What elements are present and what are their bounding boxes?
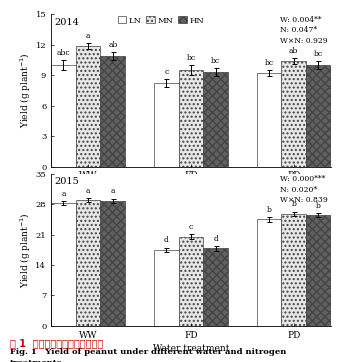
Bar	[179, 70, 203, 167]
X-axis label: Water treatment: Water treatment	[153, 344, 229, 353]
Bar	[51, 203, 76, 326]
Text: bc: bc	[211, 57, 220, 65]
Text: Fig. 1   Yield of peanut under different water and nitrogen
treatments: Fig. 1 Yield of peanut under different w…	[10, 348, 286, 362]
Text: d: d	[213, 235, 218, 243]
Text: ab: ab	[108, 41, 118, 49]
Bar	[257, 73, 281, 167]
Bar	[179, 237, 203, 326]
Text: W: 0.004**
N: 0.047*
W×N: 0.929: W: 0.004** N: 0.047* W×N: 0.929	[280, 16, 328, 45]
Text: b: b	[291, 200, 296, 208]
Text: d: d	[164, 236, 169, 244]
Text: W: 0.000***
N: 0.020*
W×N: 0.839: W: 0.000*** N: 0.020* W×N: 0.839	[280, 175, 328, 204]
Bar	[281, 61, 306, 167]
Y-axis label: Yield (g plant$^{-1}$): Yield (g plant$^{-1}$)	[18, 52, 33, 129]
Bar	[203, 248, 228, 326]
Text: abc: abc	[57, 49, 70, 57]
Text: bc: bc	[314, 50, 323, 58]
Bar	[203, 72, 228, 167]
Bar	[76, 200, 101, 326]
Text: 2015: 2015	[54, 177, 79, 186]
Text: 图 1  不同水氮处理下花生的产量: 图 1 不同水氮处理下花生的产量	[10, 338, 103, 349]
Text: bc: bc	[265, 59, 273, 67]
Text: c: c	[189, 223, 193, 231]
Bar	[306, 215, 331, 326]
Y-axis label: Yield (g plant$^{-1}$): Yield (g plant$^{-1}$)	[18, 212, 33, 288]
Bar	[76, 46, 101, 167]
Text: a: a	[86, 31, 90, 39]
Text: bc: bc	[187, 54, 195, 62]
Text: a: a	[110, 187, 115, 195]
Bar	[154, 250, 179, 326]
Bar	[101, 201, 125, 326]
Text: c: c	[164, 68, 168, 76]
Bar	[101, 56, 125, 167]
Text: a: a	[61, 190, 66, 198]
Bar	[154, 83, 179, 167]
Bar	[281, 214, 306, 326]
Bar	[51, 65, 76, 167]
Text: b: b	[316, 202, 321, 210]
Text: ab: ab	[289, 47, 298, 55]
Text: 2014: 2014	[54, 17, 79, 26]
Bar	[306, 65, 331, 167]
Bar	[257, 219, 281, 326]
Text: a: a	[86, 187, 90, 195]
Legend: LN, MN, HN: LN, MN, HN	[117, 16, 205, 25]
Text: b: b	[267, 206, 271, 214]
